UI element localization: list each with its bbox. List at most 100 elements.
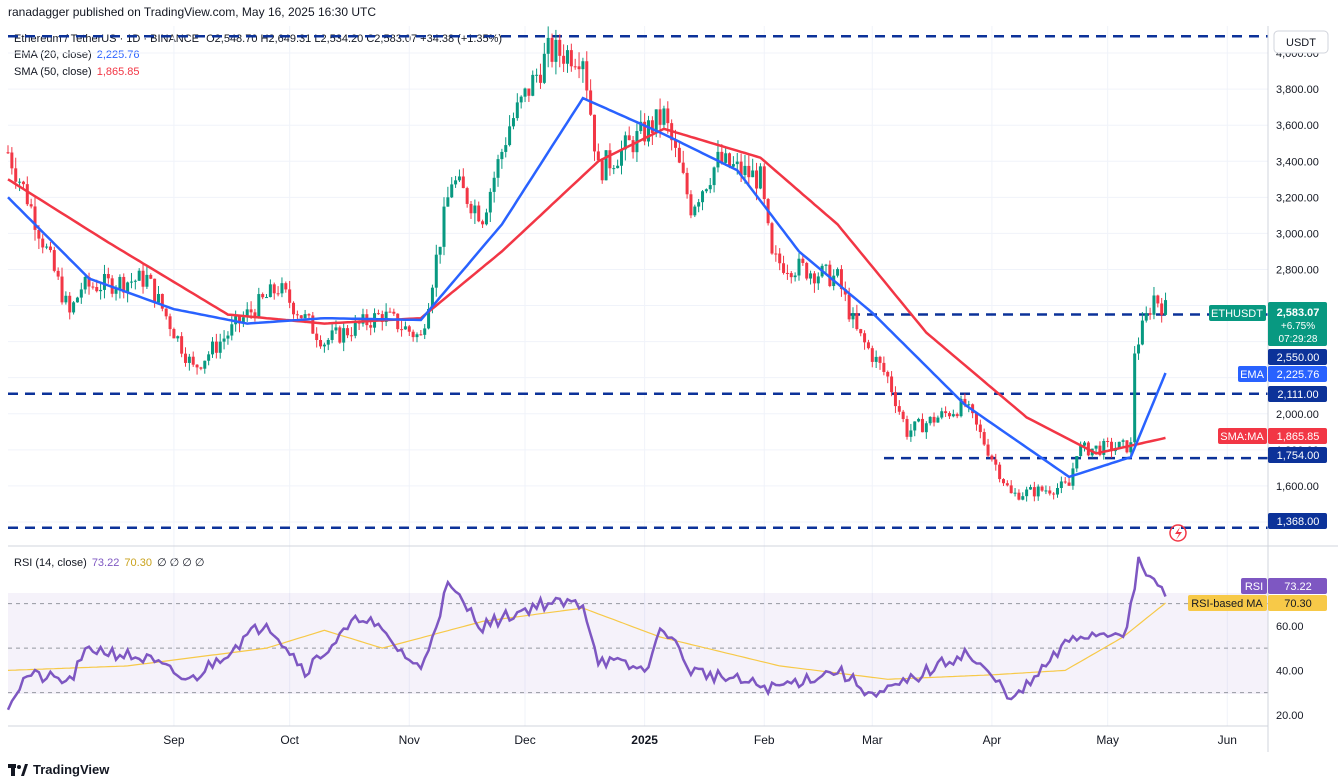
legend-ema-row[interactable]: EMA (20, close) 2,225.76 bbox=[14, 49, 140, 61]
candle-body bbox=[87, 276, 91, 287]
tradingview-brand: TradingView bbox=[33, 762, 110, 777]
candle-body bbox=[484, 212, 488, 225]
candle-body bbox=[430, 287, 434, 309]
candle-body bbox=[199, 367, 203, 369]
candle-body bbox=[419, 334, 423, 336]
candle-body bbox=[515, 102, 519, 119]
candle-body bbox=[677, 147, 681, 163]
rsi-legend-value: 73.22 bbox=[91, 557, 120, 569]
time-axis-labels[interactable]: Sep Oct Nov Dec 2025 Feb Mar Apr May Jun bbox=[163, 733, 1237, 747]
candle-body bbox=[554, 39, 558, 62]
sma-badge: SMA:MA 1,865.85 bbox=[1218, 428, 1327, 444]
candle-body bbox=[662, 108, 666, 125]
ema-legend-value: 2,225.76 bbox=[96, 49, 140, 61]
candle-body bbox=[253, 312, 257, 318]
candle-body bbox=[446, 197, 450, 207]
candle-body bbox=[924, 423, 928, 433]
candle-body bbox=[886, 371, 890, 377]
candle-body bbox=[1094, 445, 1098, 449]
candle-body bbox=[928, 416, 932, 424]
candle-body bbox=[295, 314, 299, 316]
candle-body bbox=[789, 273, 793, 278]
alert-lightning-icon[interactable] bbox=[1169, 524, 1187, 542]
currency-button[interactable] bbox=[1273, 30, 1329, 54]
candlestick-series[interactable] bbox=[6, 26, 1168, 502]
candle-body bbox=[917, 418, 921, 422]
candle-body bbox=[1152, 295, 1156, 315]
candle-body bbox=[6, 152, 10, 154]
time-tick-label: Jun bbox=[1218, 733, 1237, 747]
candle-body bbox=[145, 274, 149, 287]
candle-body bbox=[816, 276, 820, 284]
candle-body bbox=[488, 191, 492, 213]
candle-body bbox=[866, 342, 870, 349]
rsi-ma-line[interactable] bbox=[7, 602, 1166, 680]
candle-body bbox=[376, 313, 380, 315]
candle-body bbox=[153, 278, 157, 303]
level-badge-2550: 2,550.00 bbox=[1268, 349, 1327, 365]
rsi-line[interactable] bbox=[6, 556, 1167, 711]
candle-body bbox=[836, 269, 840, 276]
candle-body bbox=[720, 151, 724, 163]
candle-body bbox=[388, 311, 392, 313]
time-tick-label: Sep bbox=[163, 733, 185, 747]
candle-body bbox=[596, 151, 600, 161]
time-tick-label: Mar bbox=[862, 733, 883, 747]
legend-sma-row[interactable]: SMA (50, close) 1,865.85 bbox=[14, 66, 140, 78]
candle-body bbox=[141, 270, 145, 287]
currency-label: USDT bbox=[1286, 37, 1316, 49]
candle-body bbox=[839, 269, 843, 290]
candle-body bbox=[265, 297, 269, 299]
ema-badge: EMA 2,225.76 bbox=[1238, 366, 1327, 382]
ema-20-line[interactable] bbox=[7, 96, 1167, 479]
candle-body bbox=[380, 314, 384, 322]
ethusdt-label: ETHUSDT bbox=[1211, 308, 1263, 320]
candle-body bbox=[990, 455, 994, 460]
candle-body bbox=[203, 360, 207, 369]
candle-body bbox=[878, 356, 882, 363]
candle-body bbox=[704, 189, 708, 192]
time-tick-label: Apr bbox=[983, 733, 1002, 747]
candle-body bbox=[481, 221, 485, 225]
tradingview-footer[interactable]: TradingView bbox=[8, 762, 109, 777]
candle-body bbox=[133, 280, 137, 282]
candle-body bbox=[951, 414, 955, 417]
candle-body bbox=[654, 109, 658, 134]
svg-text:1,865.85: 1,865.85 bbox=[1277, 431, 1320, 443]
candle-body bbox=[187, 356, 191, 363]
candle-body bbox=[666, 108, 670, 124]
candle-body bbox=[129, 281, 133, 283]
candle-body bbox=[307, 314, 311, 316]
candle-body bbox=[342, 328, 346, 343]
candle-body bbox=[438, 246, 442, 255]
candle-body bbox=[21, 181, 25, 185]
candle-body bbox=[546, 37, 550, 54]
candle-body bbox=[191, 356, 195, 365]
last-price: 2,583.07 bbox=[1277, 307, 1320, 319]
candle-body bbox=[1048, 490, 1052, 494]
candle-body bbox=[639, 121, 643, 132]
candle-body bbox=[986, 444, 990, 456]
candle-body bbox=[249, 309, 253, 313]
candle-body bbox=[180, 336, 184, 354]
candle-body bbox=[801, 258, 805, 263]
candle-body bbox=[901, 411, 905, 420]
price-axis-ticks[interactable]: 4,000.003,800.003,600.003,400.003,200.00… bbox=[1276, 48, 1319, 493]
candle-body bbox=[689, 194, 693, 216]
sma-50-line[interactable] bbox=[7, 127, 1166, 455]
candle-body bbox=[68, 295, 72, 313]
candle-body bbox=[693, 206, 697, 216]
sma-legend-label: SMA (50, close) bbox=[14, 66, 92, 78]
candle-body bbox=[319, 340, 323, 347]
candle-body bbox=[284, 283, 288, 290]
candle-body bbox=[905, 419, 909, 437]
candle-body bbox=[292, 302, 296, 315]
candle-body bbox=[346, 328, 350, 336]
candle-body bbox=[1164, 300, 1168, 315]
legend-rsi-row[interactable]: RSI (14, close) 73.22 70.30 ∅ ∅ ∅ ∅ bbox=[14, 556, 205, 569]
candle-body bbox=[728, 153, 732, 167]
candle-body bbox=[79, 289, 83, 298]
candle-body bbox=[643, 121, 647, 142]
candle-body bbox=[1005, 483, 1009, 486]
